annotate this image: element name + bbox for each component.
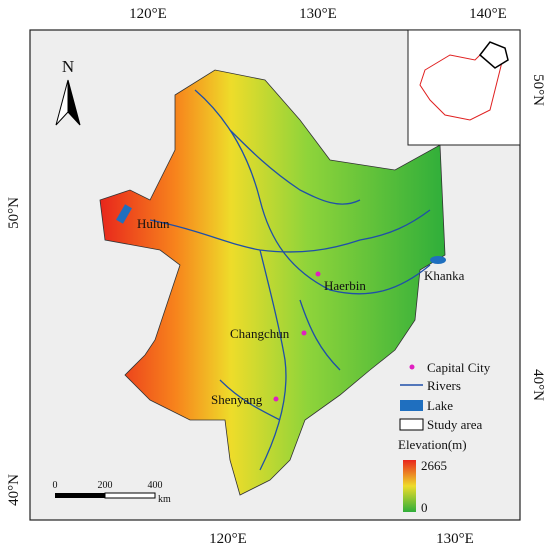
lake [430, 256, 446, 264]
legend-label: Study area [427, 417, 482, 432]
scale-bar: 0 200 400 km [53, 480, 172, 505]
place-label: Shenyang [211, 392, 263, 407]
inset-china [419, 44, 506, 121]
elevation-max: 2665 [421, 458, 447, 473]
capital-city [315, 271, 321, 277]
scale-unit: km [158, 494, 171, 505]
capital-city [301, 330, 307, 336]
place-label: Haerbin [324, 278, 366, 293]
place-label: Hulun [137, 216, 170, 231]
top-tick: 130°E [299, 6, 337, 22]
capital-city [273, 396, 279, 402]
north-arrow [67, 79, 81, 126]
bottom-tick: 130°E [436, 531, 474, 547]
elevation-min: 0 [421, 500, 428, 515]
left-tick: 50°N [6, 197, 22, 229]
legend-symbol [400, 400, 423, 411]
left-tick: 40°N [6, 474, 22, 506]
legend-label: Capital City [427, 360, 491, 375]
north-label: N [62, 57, 74, 76]
right-tick: 40°N [530, 369, 546, 401]
elevation-bar [403, 460, 416, 512]
legend-label: Lake [427, 398, 453, 413]
legend-title: Elevation(m) [398, 437, 467, 452]
top-tick: 120°E [129, 6, 167, 22]
scale-label: 200 [98, 480, 113, 491]
legend-label: Rivers [427, 378, 461, 393]
rivers [149, 89, 431, 471]
top-tick: 140°E [469, 6, 507, 22]
scale-segment [55, 493, 105, 498]
scale-segment [104, 492, 156, 499]
legend: Capital City Rivers Lake Study area Elev… [398, 360, 491, 515]
bottom-tick: 120°E [209, 531, 247, 547]
study-area [99, 69, 446, 496]
lake [116, 204, 132, 224]
scale-label: 400 [148, 480, 163, 491]
scale-label: 0 [53, 480, 58, 491]
right-tick: 50°N [530, 74, 546, 106]
legend-symbol [399, 418, 424, 431]
inset-study-area [478, 41, 509, 69]
place-label: Khanka [424, 268, 465, 283]
place-label: Changchun [230, 326, 290, 341]
legend-symbol [409, 364, 415, 370]
